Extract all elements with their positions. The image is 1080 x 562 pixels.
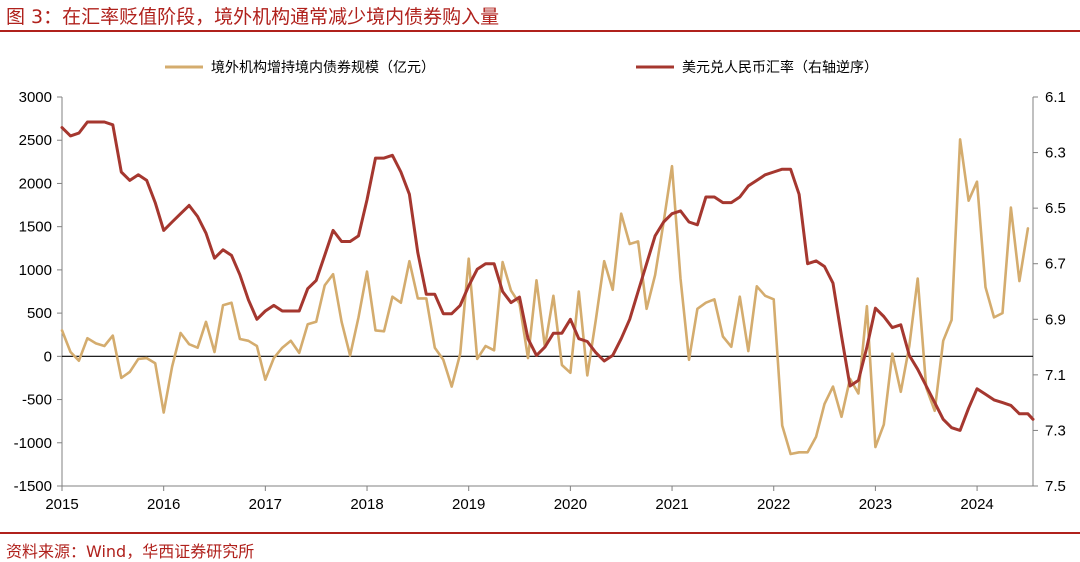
right-tick-label: 7.1	[1045, 367, 1066, 384]
right-tick-label: 6.3	[1045, 145, 1066, 162]
legend-label: 美元兑人民币汇率（右轴逆序）	[682, 59, 878, 76]
legend-label: 境外机构增持境内债券规模（亿元）	[211, 60, 435, 76]
x-tick-label: 2015	[45, 496, 78, 513]
x-tick-label: 2023	[859, 496, 892, 513]
x-tick-label: 2017	[249, 496, 282, 513]
chart-title: 图 3：在汇率贬值阶段，境外机构通常减少境内债券购入量	[6, 6, 500, 28]
x-tick-label: 2018	[350, 496, 383, 513]
left-tick-label: 1000	[19, 262, 52, 279]
bond-holdings-line	[60, 138, 1030, 456]
title-rule	[0, 30, 1080, 32]
left-tick-label: 3000	[19, 89, 52, 106]
series-lines	[60, 120, 1035, 456]
x-tick-label: 2019	[452, 496, 485, 513]
left-tick-label: -1500	[14, 478, 52, 495]
left-tick-label: 0	[44, 348, 52, 365]
source-note: 资料来源：Wind，华西证券研究所	[6, 542, 255, 561]
x-tick-label: 2022	[757, 496, 790, 513]
left-tick-label: -500	[22, 392, 52, 409]
source-rule	[0, 532, 1080, 534]
left-tick-label: 500	[27, 305, 52, 322]
right-tick-label: 6.7	[1045, 256, 1066, 273]
left-tick-label: 1500	[19, 219, 52, 236]
x-tick-label: 2016	[147, 496, 180, 513]
right-tick-label: 7.5	[1045, 478, 1066, 495]
right-tick-label: 6.1	[1045, 89, 1066, 106]
right-tick-label: 6.5	[1045, 200, 1066, 217]
right-tick-label: 6.9	[1045, 311, 1066, 328]
legend: 境外机构增持境内债券规模（亿元） 美元兑人民币汇率（右轴逆序）	[165, 59, 878, 76]
x-tick-label: 2024	[960, 496, 993, 513]
left-tick-label: 2000	[19, 175, 52, 192]
x-tick-label: 2020	[554, 496, 587, 513]
right-tick-label: 7.3	[1045, 422, 1066, 439]
left-tick-label: -1000	[14, 435, 52, 452]
axes: 3000 2500 2000 1500 1000 500 0 -500 -1000 -1500 6.…	[14, 89, 1066, 513]
x-tick-label: 2021	[655, 496, 688, 513]
left-tick-label: 2500	[19, 132, 52, 149]
usdcny-line	[60, 120, 1035, 432]
